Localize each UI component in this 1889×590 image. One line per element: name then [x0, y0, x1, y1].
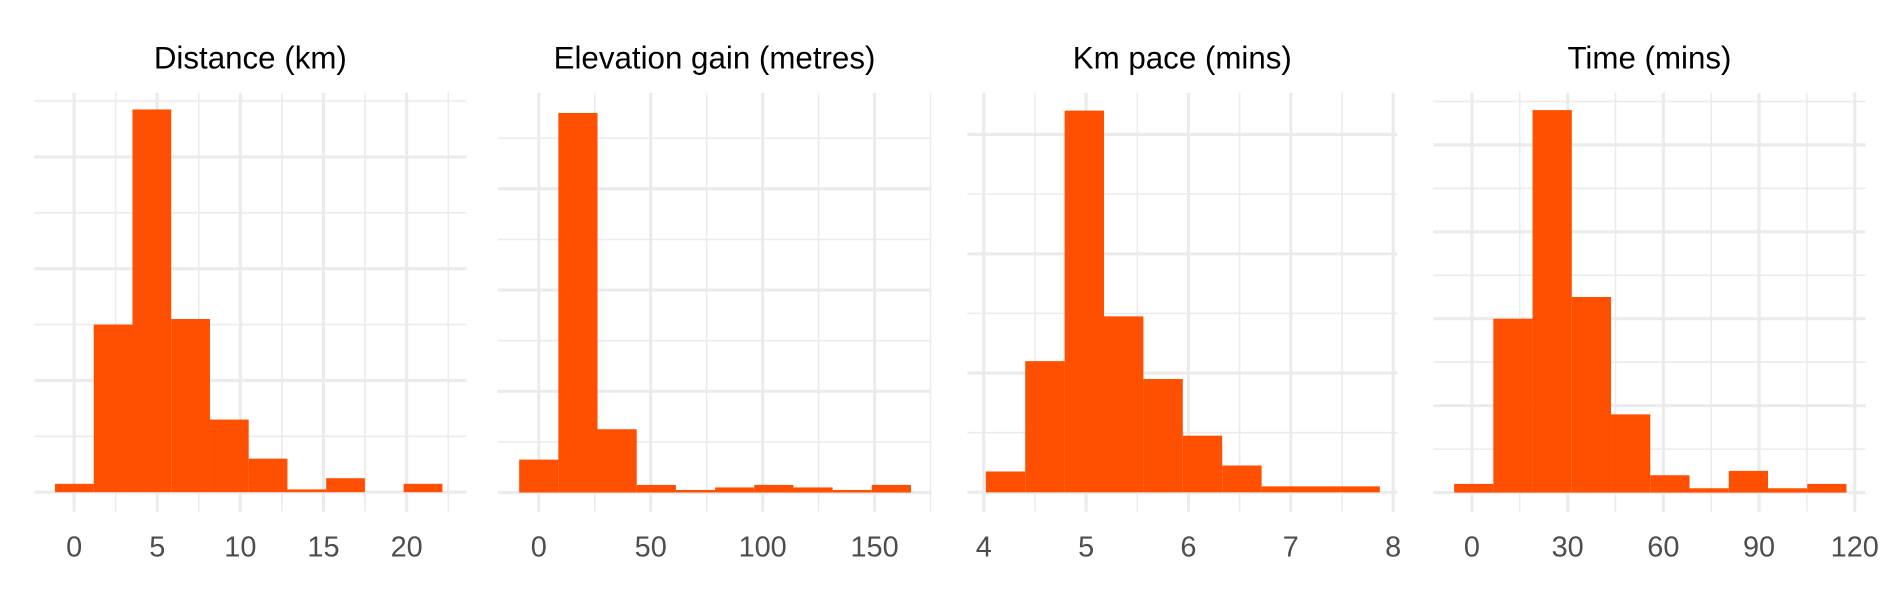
bar — [1025, 361, 1065, 493]
bar — [1728, 470, 1769, 493]
x-tick-label: 4 — [976, 532, 992, 564]
bar — [1532, 110, 1572, 493]
x-tick-label: 60 — [1647, 532, 1679, 564]
bar — [1222, 465, 1262, 493]
bar — [754, 484, 794, 493]
bar — [519, 459, 559, 493]
bar — [132, 109, 172, 493]
x-tick-label: 50 — [635, 532, 667, 564]
x-tick-label: 150 — [851, 532, 899, 564]
x-tick-label: 0 — [66, 532, 82, 564]
bar — [1689, 488, 1729, 493]
bar — [1650, 475, 1690, 493]
bar — [1493, 318, 1533, 493]
bar — [832, 489, 872, 493]
bar — [209, 419, 249, 493]
x-tick-label: 90 — [1743, 532, 1775, 564]
bar — [597, 429, 637, 493]
x-tick-label: 120 — [1831, 532, 1879, 564]
bar — [675, 489, 716, 493]
bar — [636, 484, 676, 493]
bar — [1301, 486, 1341, 493]
x-tick-label: 0 — [1464, 532, 1480, 564]
bar — [171, 318, 210, 493]
x-tick-label: 20 — [391, 532, 423, 564]
bar — [1611, 414, 1651, 493]
x-tick-label: 100 — [739, 532, 787, 564]
panel-title: Distance (km) — [154, 40, 347, 75]
bar — [1340, 486, 1380, 493]
bar — [1261, 486, 1302, 493]
bar — [985, 471, 1026, 493]
x-tick-label: 0 — [531, 532, 547, 564]
bar — [287, 489, 327, 493]
bar — [93, 324, 133, 493]
bar — [715, 487, 755, 493]
bar — [793, 487, 833, 493]
x-tick-label: 30 — [1552, 532, 1584, 564]
bar — [1143, 379, 1183, 493]
bar — [248, 458, 288, 493]
x-tick-label: 15 — [307, 532, 339, 564]
x-tick-label: 10 — [224, 532, 256, 564]
x-tick-label: 6 — [1180, 532, 1196, 564]
x-tick-label: 7 — [1283, 532, 1299, 564]
bar — [326, 478, 365, 493]
x-tick-label: 5 — [149, 532, 165, 564]
panel-title: Elevation gain (metres) — [554, 40, 876, 75]
bar — [1454, 483, 1494, 493]
bar — [1064, 110, 1105, 493]
bar — [1104, 316, 1144, 493]
bar — [1807, 483, 1847, 493]
x-tick-label: 8 — [1385, 532, 1401, 564]
panel-title: Km pace (mins) — [1073, 40, 1292, 75]
bar — [871, 484, 911, 493]
bar — [403, 483, 443, 493]
bar — [54, 483, 94, 493]
bar — [1571, 297, 1612, 493]
bar — [1182, 435, 1223, 493]
bar — [1768, 488, 1808, 493]
x-tick-label: 5 — [1078, 532, 1094, 564]
bar — [558, 112, 598, 493]
panel-title: Time (mins) — [1567, 40, 1731, 75]
